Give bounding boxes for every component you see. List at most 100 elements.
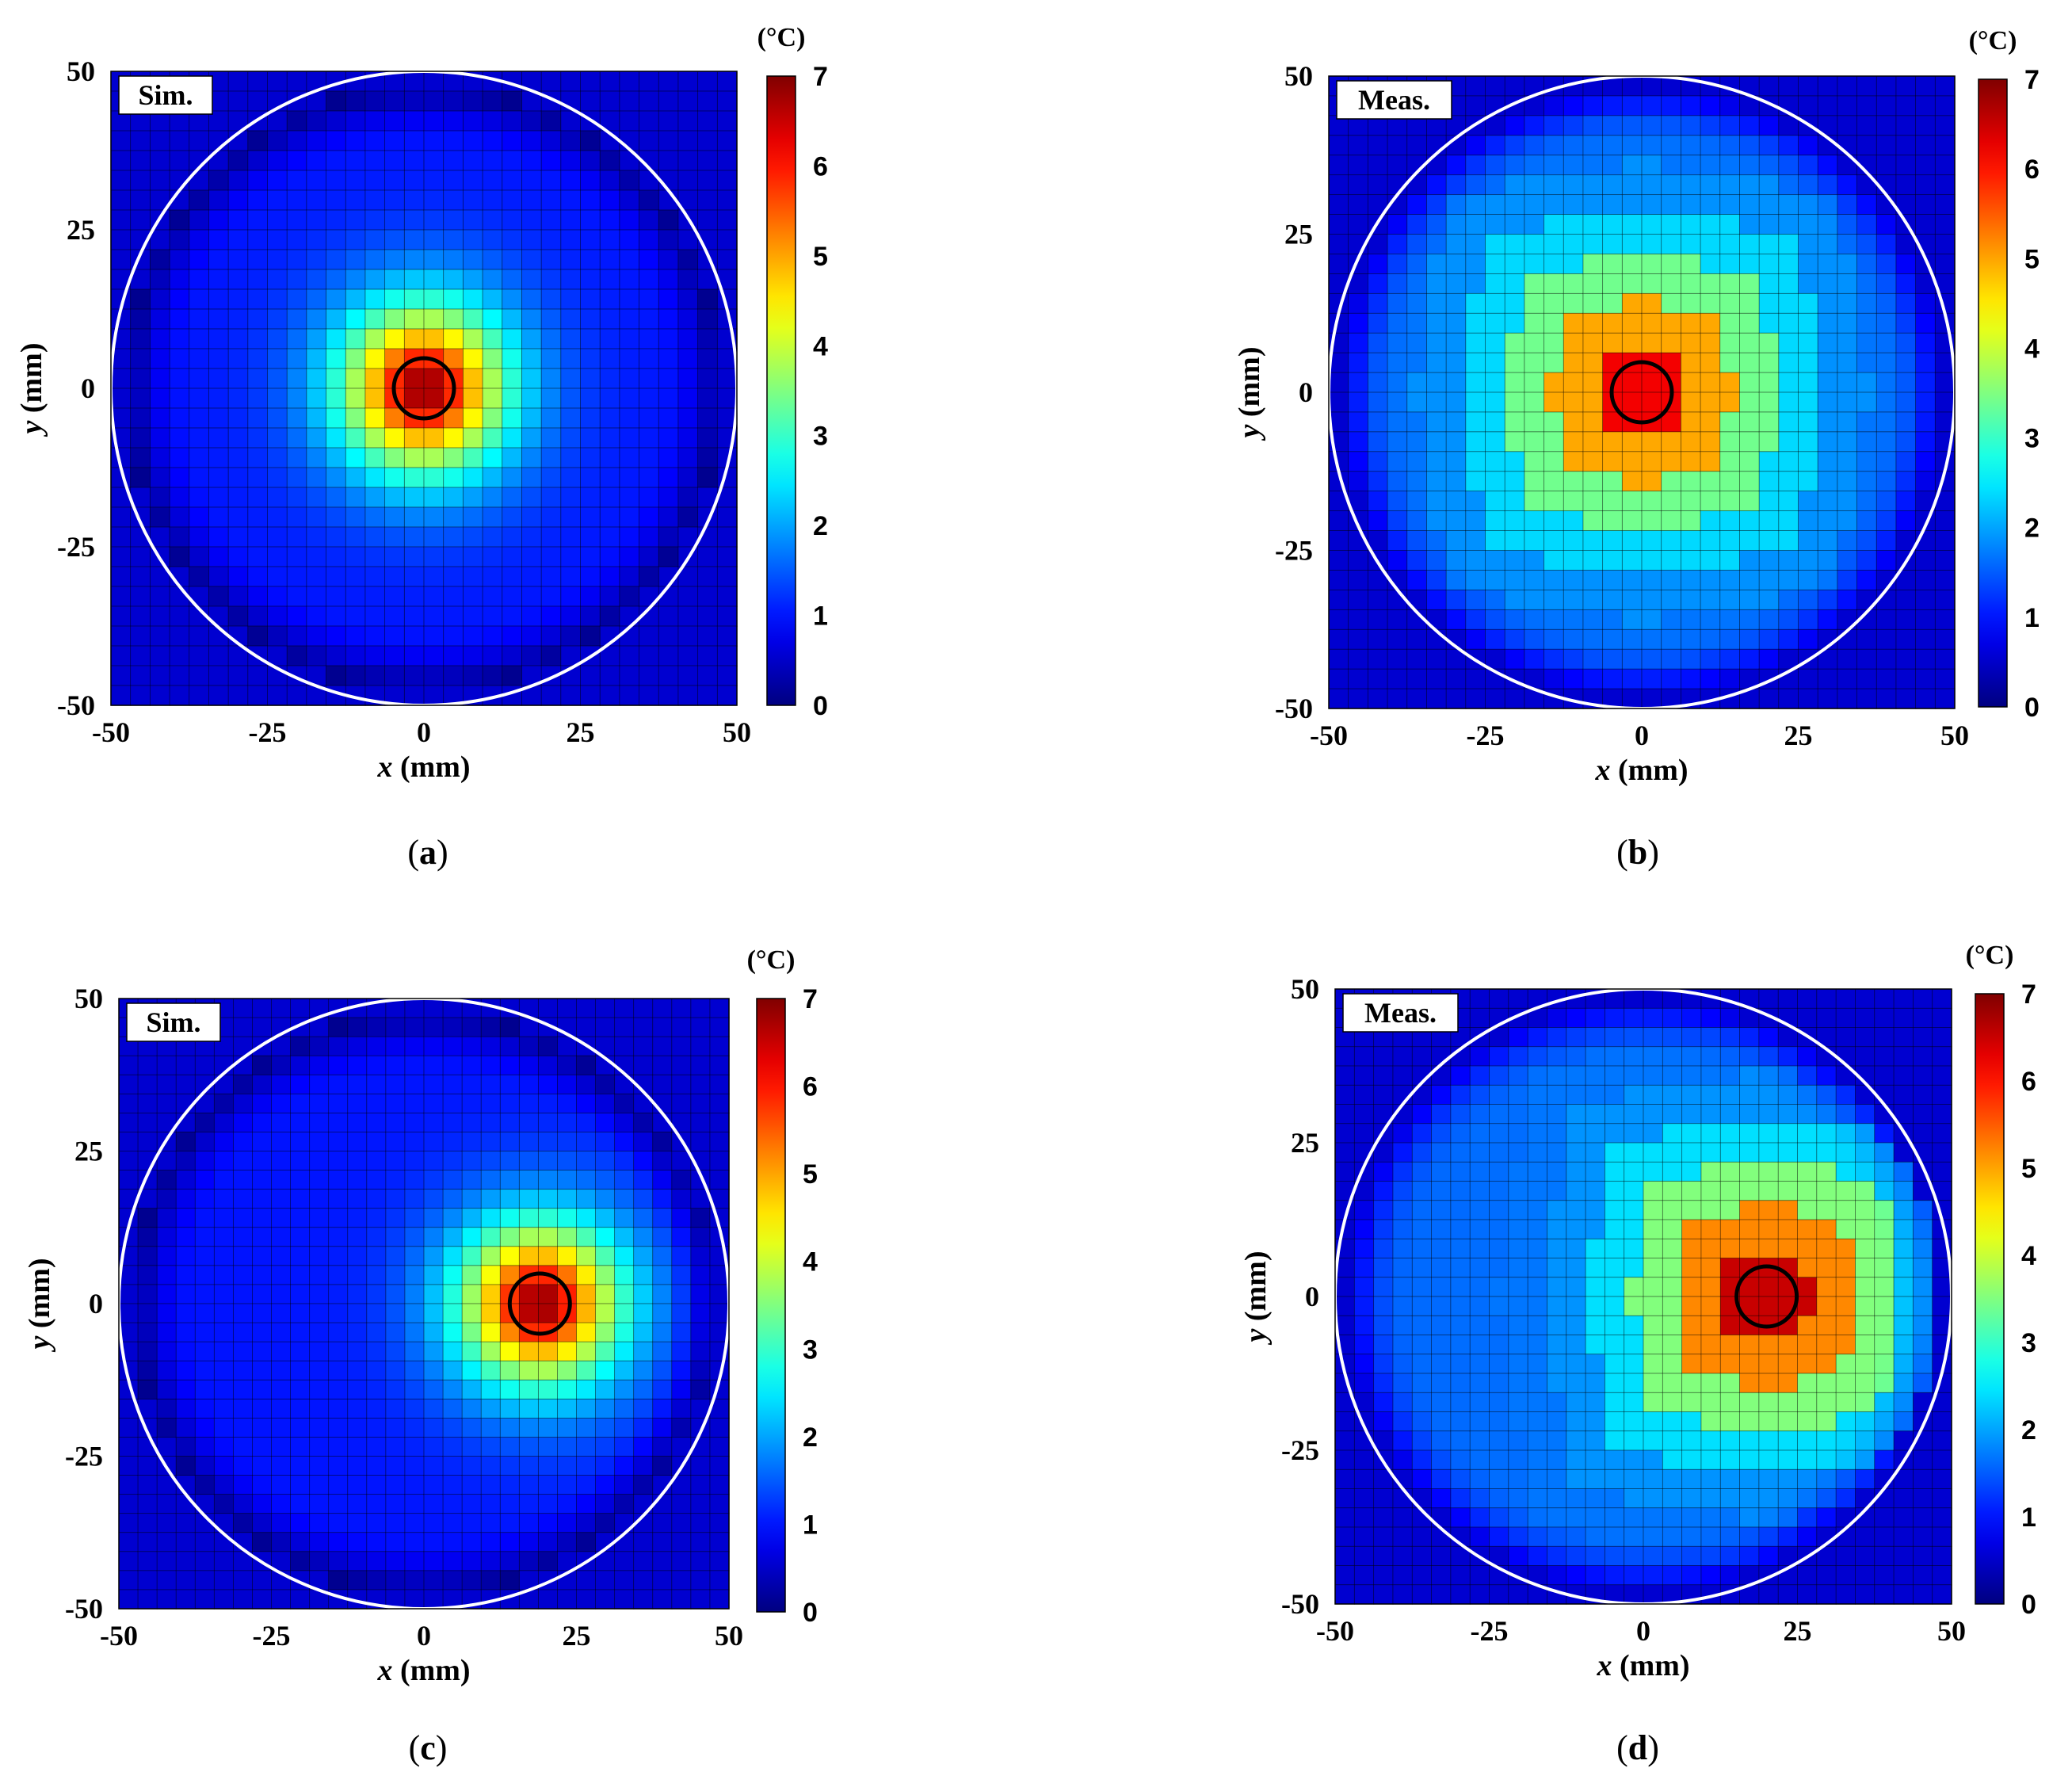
heatmap-cell xyxy=(633,1398,654,1419)
heatmap-cell xyxy=(1348,570,1369,591)
heatmap-cell xyxy=(1797,1065,1818,1086)
heatmap-cell xyxy=(1700,1430,1721,1451)
heatmap-cell xyxy=(366,1170,387,1190)
heatmap-cell xyxy=(443,130,464,151)
heatmap-cell xyxy=(1661,451,1682,472)
heatmap-cell xyxy=(1893,988,1914,1009)
heatmap-cell xyxy=(1798,589,1818,611)
heatmap-cell xyxy=(384,526,406,548)
heatmap-cell xyxy=(658,645,679,666)
heatmap-cell xyxy=(1426,668,1447,689)
colorbar-tick-label: 4 xyxy=(2024,334,2040,364)
heatmap-cell xyxy=(557,1417,578,1438)
heatmap-cell xyxy=(1524,648,1545,670)
heatmap-cell xyxy=(175,1132,196,1152)
heatmap-cell xyxy=(364,209,386,231)
heatmap-cell xyxy=(1485,292,1505,314)
heatmap-cell xyxy=(1739,1065,1760,1086)
heatmap-cell xyxy=(1547,1046,1567,1067)
heatmap-cell xyxy=(461,1055,482,1075)
heatmap-cell xyxy=(347,1398,368,1419)
heatmap-cell xyxy=(306,189,327,211)
heatmap-cell xyxy=(1387,471,1408,492)
heatmap-cell xyxy=(1602,609,1624,630)
heatmap-cell xyxy=(366,1551,387,1571)
colorbar-tick-label: 7 xyxy=(2024,65,2040,95)
heatmap-cell xyxy=(1893,1296,1914,1316)
heatmap-cell xyxy=(537,1360,559,1380)
heatmap-cell xyxy=(169,605,190,627)
heatmap-cell xyxy=(1585,1296,1606,1316)
heatmap-cell xyxy=(619,546,640,567)
heatmap-cell xyxy=(518,1360,540,1380)
heatmap-cell xyxy=(442,1170,463,1190)
heatmap-cell xyxy=(1797,1219,1818,1239)
heatmap-cell xyxy=(1504,628,1525,650)
heatmap-cell xyxy=(1387,155,1408,176)
heatmap-cell xyxy=(1604,1449,1625,1470)
heatmap-cell xyxy=(1373,1200,1394,1220)
caption-b: (b) xyxy=(1616,833,1659,872)
heatmap-cell xyxy=(1469,1507,1490,1528)
heatmap-cell xyxy=(1426,194,1447,216)
heatmap-cell xyxy=(1489,1238,1509,1259)
heatmap-cell xyxy=(1604,1123,1625,1144)
heatmap-cell xyxy=(1739,352,1760,373)
heatmap-cell xyxy=(1431,1200,1452,1220)
heatmap-cell xyxy=(1328,254,1349,275)
heatmap-cell xyxy=(576,1265,597,1285)
heatmap-cell xyxy=(1524,471,1545,492)
heatmap-cell xyxy=(1621,609,1643,630)
heatmap-cell xyxy=(557,1456,578,1476)
heatmap-cell xyxy=(423,1437,444,1457)
heatmap-cell xyxy=(1835,988,1856,1009)
heatmap-cell xyxy=(326,308,346,330)
heatmap-cell xyxy=(1489,1392,1509,1413)
heatmap-cell xyxy=(1932,1565,1952,1586)
heatmap-cell xyxy=(671,1398,692,1419)
heatmap-cell xyxy=(1431,1161,1452,1182)
heatmap-cell xyxy=(208,447,229,468)
heatmap-cell xyxy=(540,71,562,92)
heatmap-cell xyxy=(1719,1335,1741,1355)
heatmap-cell xyxy=(1855,1027,1875,1048)
heatmap-cell xyxy=(1392,1507,1413,1528)
heatmap-cell xyxy=(326,506,346,528)
heatmap-cell xyxy=(482,110,503,132)
heatmap-cell xyxy=(1758,1411,1779,1432)
heatmap-cell xyxy=(639,130,659,151)
heatmap-cell xyxy=(1837,589,1858,611)
heatmap-cell xyxy=(1328,570,1349,591)
heatmap-cell xyxy=(384,605,406,627)
heatmap-cell xyxy=(1912,1584,1933,1605)
heatmap-cell xyxy=(1641,451,1662,472)
heatmap-cell xyxy=(1835,1007,1856,1029)
heatmap-cell xyxy=(1504,510,1525,532)
heatmap-cell xyxy=(1778,194,1799,216)
heatmap-cell xyxy=(442,1303,463,1323)
heatmap-cell xyxy=(461,1398,482,1419)
heatmap-cell xyxy=(423,90,445,112)
colorbar xyxy=(756,998,786,1613)
heatmap-cell xyxy=(347,1456,368,1476)
heatmap-cell xyxy=(326,566,346,587)
heatmap-cell xyxy=(671,1341,692,1361)
heatmap-cell xyxy=(1835,1200,1856,1220)
heatmap-cell xyxy=(1411,1449,1433,1470)
heatmap-cell xyxy=(480,1055,501,1075)
heatmap-cell xyxy=(1328,530,1349,552)
heatmap-cell xyxy=(1604,1315,1625,1336)
heatmap-cell xyxy=(345,150,366,171)
heatmap-cell xyxy=(537,1398,559,1419)
heatmap-cell xyxy=(232,1132,254,1152)
heatmap-cell xyxy=(1739,1181,1760,1201)
heatmap-cell xyxy=(1504,530,1525,552)
heatmap-cell xyxy=(518,1379,540,1400)
heatmap-cell xyxy=(309,1456,330,1476)
heatmap-cell xyxy=(614,1322,635,1342)
heatmap-cell xyxy=(1392,1449,1413,1470)
heatmap-cell xyxy=(639,566,659,587)
heatmap-cell xyxy=(1680,312,1701,334)
heatmap-cell xyxy=(576,1532,597,1552)
